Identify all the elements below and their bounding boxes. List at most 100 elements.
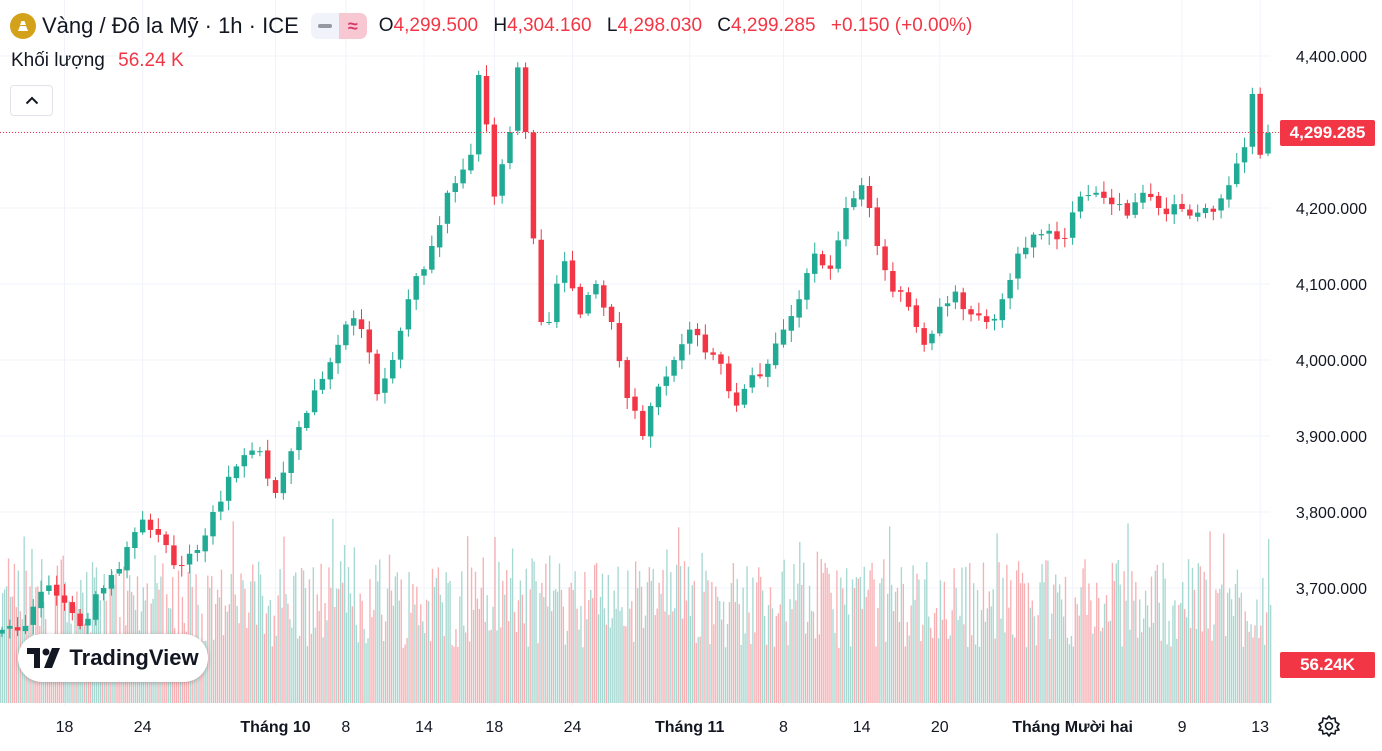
volume-bar <box>297 638 299 703</box>
volume-bar <box>611 618 613 703</box>
volume-bar <box>949 635 951 703</box>
volume-bar <box>470 567 473 703</box>
close-label: C <box>717 15 732 36</box>
candle-body <box>624 360 630 398</box>
volume-bar <box>1035 645 1037 703</box>
volume-bar <box>484 621 486 703</box>
candle-body <box>538 239 544 322</box>
volume-bar <box>593 564 596 703</box>
x-tick-label: 9 <box>1178 719 1187 736</box>
volume-bar <box>447 582 449 703</box>
candle-body <box>640 410 646 436</box>
volume-bar <box>353 547 356 703</box>
volume-bar <box>1193 589 1196 703</box>
volume-bar <box>625 626 627 703</box>
minus-icon[interactable] <box>311 13 339 39</box>
candle-body <box>788 316 795 331</box>
candle-body <box>733 392 740 406</box>
volume-bar <box>1084 559 1086 703</box>
y-tick-label: 4,200.000 <box>1296 201 1367 218</box>
chart-toggle-group[interactable]: ≈ <box>310 13 367 39</box>
volume-bar <box>504 594 506 703</box>
volume-bar <box>509 578 512 703</box>
volume-bar <box>330 587 332 703</box>
candle-body <box>944 303 951 307</box>
volume-bar <box>224 605 227 703</box>
gold-bar-icon[interactable] <box>10 13 36 39</box>
volume-bar <box>3 589 6 703</box>
volume-bar <box>1221 584 1223 703</box>
candle-body <box>1202 208 1209 214</box>
volume-bar <box>7 558 10 703</box>
volume-bar <box>265 613 268 703</box>
candle-body <box>937 306 943 334</box>
volume-bar <box>1027 582 1030 703</box>
volume-bar <box>959 615 961 703</box>
volume-bar <box>15 607 18 703</box>
candle-body <box>921 328 927 345</box>
volume-bar <box>998 562 1000 703</box>
volume-bar <box>842 588 844 703</box>
volume-bar <box>910 605 912 703</box>
volume-bar <box>748 612 750 703</box>
gear-icon[interactable] <box>1317 714 1341 738</box>
collapse-legend-button[interactable] <box>10 85 53 116</box>
x-tick-label: 18 <box>56 719 74 736</box>
candle-body <box>718 354 724 364</box>
volume-bar <box>603 608 606 703</box>
volume-bar <box>883 559 885 703</box>
wave-icon[interactable]: ≈ <box>338 13 367 39</box>
volume-bar <box>920 641 922 703</box>
volume-bar <box>1025 647 1028 703</box>
volume-bar <box>334 606 336 703</box>
x-tick-label: Tháng 10 <box>240 719 310 736</box>
volume-bar <box>840 577 842 703</box>
volume-bar <box>1113 581 1116 703</box>
volume-bar <box>1099 631 1102 703</box>
volume-bar <box>931 638 934 703</box>
volume-bar <box>439 594 441 703</box>
volume-legend[interactable]: Khối lượng 56.24 K <box>11 50 184 72</box>
volume-bar <box>756 582 758 703</box>
volume-bar <box>496 630 498 703</box>
volume-bar <box>1033 616 1035 703</box>
high-label: H <box>493 15 508 36</box>
volume-bar <box>1045 560 1047 703</box>
volume-bar <box>640 586 643 703</box>
volume-bar <box>359 593 361 703</box>
volume-bar <box>502 580 504 703</box>
volume-bar <box>1211 640 1213 703</box>
volume-bar <box>240 573 242 703</box>
volume-bar <box>445 572 447 703</box>
volume-bar <box>246 627 248 703</box>
volume-bar <box>765 644 768 703</box>
volume-bar <box>515 631 518 703</box>
volume-bar <box>228 604 230 703</box>
candle-body <box>46 585 52 591</box>
volume-bar <box>1029 607 1032 703</box>
open-value: 4,299.500 <box>393 15 479 36</box>
volume-bar <box>996 533 998 703</box>
volume-bar <box>552 590 555 703</box>
volume-bar <box>490 629 492 703</box>
candle-body <box>163 534 169 546</box>
volume-bar <box>726 624 729 703</box>
volume-bar <box>941 619 944 703</box>
tradingview-logo[interactable]: TradingView <box>18 634 208 682</box>
volume-bar <box>1183 609 1186 703</box>
candle-body <box>1218 198 1224 211</box>
volume-bar <box>877 608 879 703</box>
volume-bar <box>1142 618 1145 703</box>
volume-bar <box>951 610 953 703</box>
symbol-title[interactable]: Vàng / Đô la Mỹ · 1h · ICE <box>42 13 299 38</box>
volume-bar <box>892 611 895 703</box>
close-value: 4,299.285 <box>731 15 816 36</box>
volume-bar <box>283 536 285 703</box>
volume-bar <box>984 621 987 703</box>
volume-bar <box>674 608 676 703</box>
candle-body <box>85 618 91 626</box>
volume-bar <box>908 635 910 703</box>
candle-body <box>335 344 341 364</box>
